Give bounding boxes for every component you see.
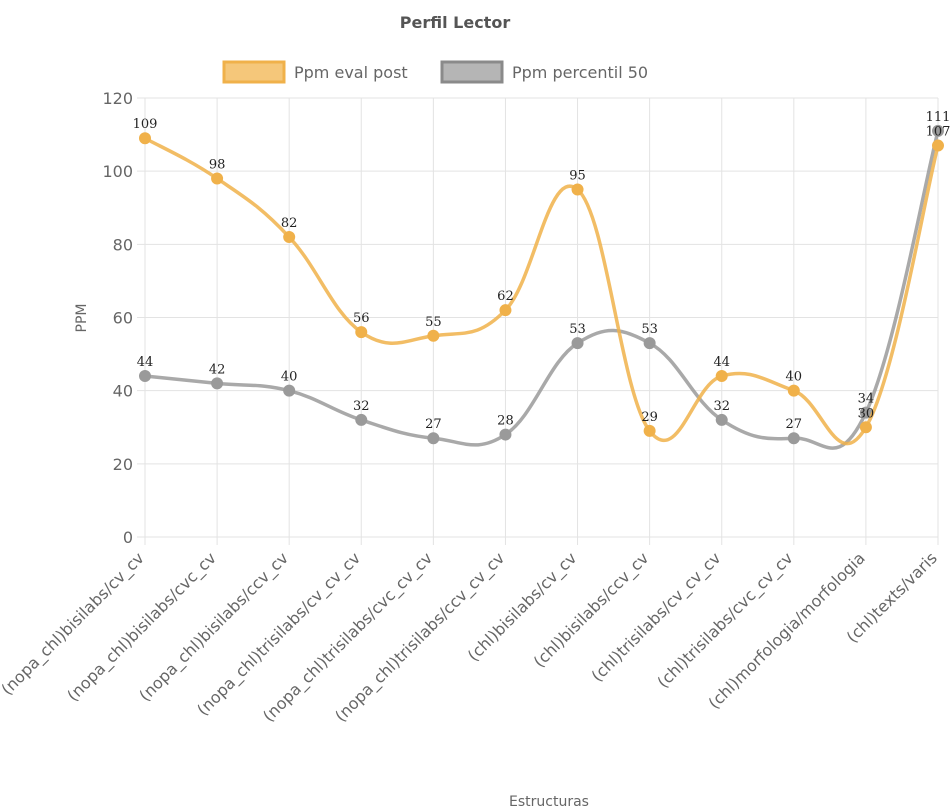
gridlines <box>137 97 939 545</box>
y-tick-label: 80 <box>113 235 133 254</box>
data-point[interactable] <box>355 413 368 426</box>
data-point[interactable] <box>932 124 944 137</box>
data-point[interactable] <box>643 424 656 437</box>
series-line-0 <box>144 136 940 446</box>
data-point[interactable] <box>787 432 800 445</box>
data-point[interactable] <box>715 413 728 426</box>
data-label: 30 <box>858 406 875 421</box>
y-tick-label: 40 <box>113 382 133 401</box>
data-point[interactable] <box>211 377 224 390</box>
data-point[interactable] <box>643 337 656 350</box>
data-point[interactable] <box>211 172 224 185</box>
data-label: 111 <box>926 110 950 125</box>
x-tick-label: (chl)trisilabs/cvc_cv_cv <box>653 548 797 692</box>
data-point[interactable] <box>283 231 296 244</box>
data-label: 32 <box>353 399 370 414</box>
series-layer <box>139 124 944 450</box>
data-point[interactable] <box>787 384 800 397</box>
legend-swatch-percentil-50[interactable] <box>440 60 504 84</box>
data-label: 95 <box>569 168 586 183</box>
data-point[interactable] <box>571 337 584 350</box>
data-label: 53 <box>569 322 586 337</box>
x-tick-label: (chl)trisilabs/cv_cv_cv <box>587 548 725 686</box>
y-axis-ticks: 0 20 40 60 80 100 120 <box>102 89 133 547</box>
data-point[interactable] <box>932 139 944 152</box>
legend-label-percentil-50: Ppm percentil 50 <box>512 63 648 82</box>
data-point[interactable] <box>139 370 151 383</box>
data-label: 27 <box>786 417 803 432</box>
data-point[interactable] <box>499 428 512 441</box>
data-label: 34 <box>858 392 875 407</box>
y-tick-label: 120 <box>102 89 133 108</box>
data-point[interactable] <box>355 326 368 339</box>
y-tick-label: 60 <box>113 309 133 328</box>
x-tick-label: (nopa_chl)bisilabs/ccv_cv <box>135 548 292 705</box>
data-labels-layer: 44 42 40 32 27 28 53 53 32 27 34 111 109 98 82 56 55 62 95… <box>133 110 950 432</box>
x-tick-label: (nopa_chl)bisilabs/cv_cv <box>0 548 149 699</box>
legend: Ppm eval post Ppm percentil 50 <box>222 60 648 84</box>
data-label: 27 <box>425 417 442 432</box>
data-label: 40 <box>281 370 298 385</box>
data-point[interactable] <box>499 304 512 317</box>
data-label: 56 <box>353 311 370 326</box>
data-label: 44 <box>137 355 154 370</box>
data-label: 62 <box>497 289 514 304</box>
data-label: 42 <box>209 362 226 377</box>
data-label: 82 <box>281 216 298 231</box>
y-tick-label: 0 <box>123 528 133 547</box>
data-label: 29 <box>641 410 658 425</box>
data-label: 107 <box>926 125 950 140</box>
x-axis-ticks: (nopa_chl)bisilabs/cv_cv(nopa_chl)bisila… <box>0 548 941 726</box>
data-point[interactable] <box>427 329 440 342</box>
data-point[interactable] <box>715 370 728 383</box>
data-point[interactable] <box>139 132 151 145</box>
chart-title: Perfil Lector <box>400 13 511 32</box>
data-point[interactable] <box>283 384 296 397</box>
y-tick-label: 100 <box>102 162 133 181</box>
data-label: 109 <box>133 117 158 132</box>
series-line-1 <box>144 130 940 450</box>
x-tick-label: (nopa_chl)bisilabs/cvc_cv <box>63 548 220 705</box>
x-axis-label: Estructuras <box>509 794 589 810</box>
data-label: 28 <box>497 414 514 429</box>
data-label: 53 <box>641 322 658 337</box>
data-point[interactable] <box>859 421 872 434</box>
y-axis-label: PPM <box>74 304 90 333</box>
data-label: 55 <box>425 315 442 330</box>
data-point[interactable] <box>571 183 584 196</box>
data-label: 40 <box>786 370 803 385</box>
data-label: 98 <box>209 157 226 172</box>
data-point[interactable] <box>427 432 440 445</box>
y-tick-label: 20 <box>113 455 133 474</box>
legend-swatch-eval-post[interactable] <box>222 60 286 84</box>
data-label: 44 <box>713 355 730 370</box>
data-label: 32 <box>713 399 730 414</box>
legend-label-eval-post: Ppm eval post <box>294 63 408 82</box>
